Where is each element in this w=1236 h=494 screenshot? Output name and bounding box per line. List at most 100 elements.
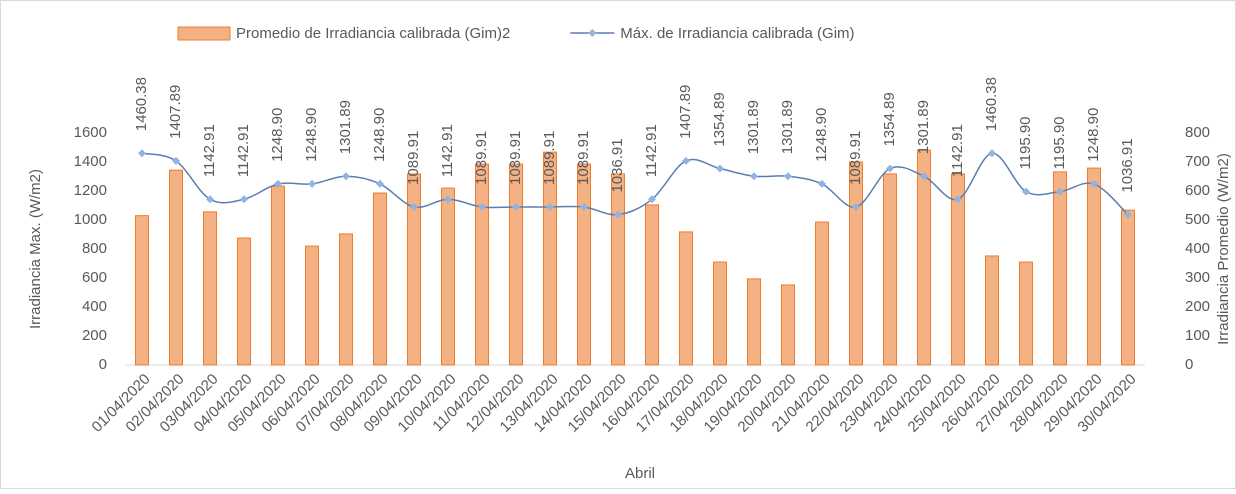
data-label: 1248.90 (1085, 108, 1102, 162)
y-tick-label: 800 (82, 240, 107, 257)
data-label: 1142.91 (949, 124, 966, 177)
y-tick-label: 1600 (74, 124, 107, 141)
bar (985, 255, 999, 366)
bar (781, 284, 795, 366)
data-label: 1407.89 (167, 85, 184, 139)
line-marker (750, 172, 758, 181)
bar (1121, 209, 1135, 366)
line-marker (172, 156, 180, 165)
bar (339, 233, 353, 366)
y-tick-label: 200 (82, 327, 107, 344)
bar (645, 204, 659, 366)
bar (1053, 171, 1067, 366)
line-marker (920, 172, 928, 181)
data-label: 1248.90 (269, 108, 286, 162)
bar (305, 245, 319, 366)
bar (373, 192, 387, 366)
legend-label: Máx. de Irradiancia calibrada (Gim) (620, 25, 854, 42)
data-label: 1248.90 (813, 108, 830, 162)
data-label: 1248.90 (371, 108, 388, 162)
y2-tick-label: 500 (1185, 211, 1210, 228)
bar (611, 173, 625, 366)
bar (1087, 167, 1101, 366)
y-tick-label: 1000 (74, 211, 107, 228)
data-label: 1089.91 (473, 131, 490, 185)
line-marker (818, 179, 826, 188)
line-marker (988, 149, 996, 158)
y2-tick-label: 0 (1185, 356, 1193, 373)
line-marker (648, 195, 656, 204)
bar (475, 163, 489, 366)
data-label: 1460.38 (983, 77, 1000, 131)
line-marker (784, 172, 792, 181)
line-marker (716, 164, 724, 173)
line-marker (478, 202, 486, 211)
data-label: 1036.91 (1119, 138, 1136, 192)
line-marker (546, 202, 554, 211)
bar (237, 237, 251, 366)
data-label: 1407.89 (677, 85, 694, 139)
bar (169, 169, 183, 366)
data-label: 1089.91 (541, 131, 558, 185)
data-label: 1036.91 (609, 138, 626, 192)
y2-tick-label: 100 (1185, 327, 1210, 344)
bar (849, 161, 863, 366)
y-tick-label: 0 (99, 356, 107, 373)
bar (203, 211, 217, 366)
x-axis-title: Abril (625, 465, 655, 482)
line-marker (886, 164, 894, 173)
data-label: 1195.90 (1051, 116, 1068, 169)
line-marker (580, 202, 588, 211)
line-marker (206, 195, 214, 204)
data-label: 1142.91 (643, 124, 660, 177)
line-marker (376, 179, 384, 188)
bar (679, 231, 693, 366)
line-marker (342, 172, 350, 181)
bar (509, 163, 523, 366)
bar (815, 221, 829, 366)
bar (135, 215, 149, 366)
y-axis-title: Irradiancia Max. (W/m2) (27, 169, 44, 329)
legend-label: Promedio de Irradiancia calibrada (Gim)2 (236, 25, 510, 42)
legend-swatch (177, 26, 231, 41)
y2-tick-label: 800 (1185, 124, 1210, 141)
y-tick-label: 400 (82, 298, 107, 315)
y-tick-label: 1200 (74, 182, 107, 199)
data-label: 1089.91 (507, 131, 524, 185)
line-marker (852, 202, 860, 211)
data-label: 1089.91 (405, 131, 422, 185)
legend-marker (588, 29, 597, 37)
line-marker (512, 202, 520, 211)
bar (407, 173, 421, 366)
data-label: 1354.89 (711, 92, 728, 146)
line-marker (1124, 210, 1132, 219)
y2-tick-label: 200 (1185, 298, 1210, 315)
y2-tick-label: 600 (1185, 182, 1210, 199)
line-marker (240, 195, 248, 204)
data-label: 1089.91 (575, 131, 592, 185)
line-marker (1022, 187, 1030, 196)
bar (271, 185, 285, 366)
y2-axis-title: Irradiancia Promedio (W/m2) (1215, 153, 1232, 345)
line-marker (410, 202, 418, 211)
data-label: 1195.90 (1017, 116, 1034, 169)
bar (951, 173, 965, 366)
data-label: 1460.38 (133, 77, 150, 131)
line-marker (1090, 179, 1098, 188)
bar (543, 151, 557, 366)
data-label: 1354.89 (881, 92, 898, 146)
line-marker (444, 195, 452, 204)
line-marker (614, 210, 622, 219)
data-label: 1142.91 (201, 124, 218, 177)
y2-tick-label: 700 (1185, 153, 1210, 170)
bar (1019, 261, 1033, 366)
y-tick-label: 1400 (74, 153, 107, 170)
bar (577, 163, 591, 366)
bar (441, 187, 455, 366)
data-label: 1301.89 (915, 100, 932, 154)
bar (747, 278, 761, 366)
data-label: 1089.91 (847, 131, 864, 185)
data-label: 1142.91 (439, 124, 456, 177)
line-marker (138, 149, 146, 158)
